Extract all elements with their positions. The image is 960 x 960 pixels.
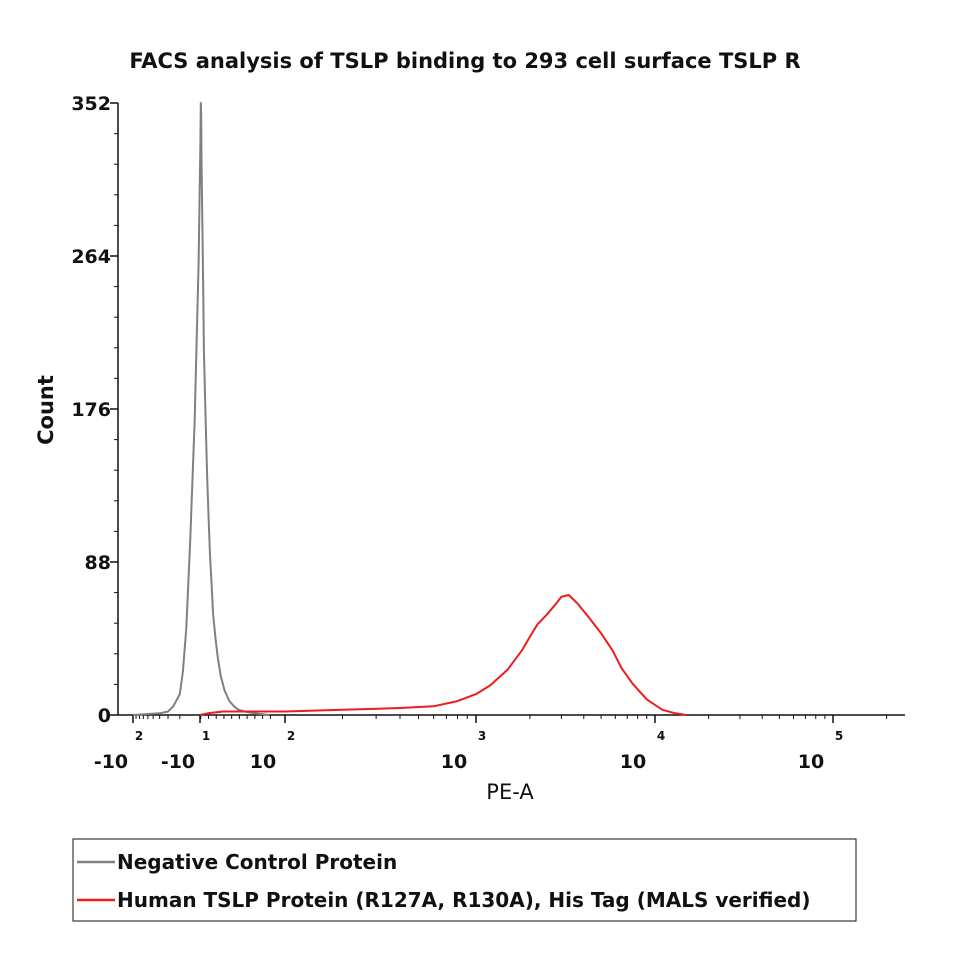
x-tick-exponent: 1 bbox=[202, 729, 210, 743]
series-line-0 bbox=[132, 102, 270, 716]
legend-label: Negative Control Protein bbox=[117, 850, 397, 874]
series-line-1 bbox=[199, 594, 687, 716]
x-tick-exponent: 4 bbox=[657, 729, 665, 743]
chart-title: FACS analysis of TSLP binding to 293 cel… bbox=[129, 49, 800, 73]
x-tick-exponent: 2 bbox=[135, 729, 143, 743]
plot-area: 0 88 176 264 352 -10 2 -10 1 10 2 10 3 10 4 10 5 bbox=[71, 93, 905, 773]
x-tick-exponent: 5 bbox=[835, 729, 843, 743]
y-tick-label: 352 bbox=[71, 93, 111, 115]
y-tick-label: 264 bbox=[71, 246, 111, 268]
x-tick-exponent: 2 bbox=[287, 729, 295, 743]
series-group bbox=[132, 102, 687, 716]
x-tick-base: 10 bbox=[798, 751, 824, 773]
y-tick-label: 0 bbox=[98, 705, 111, 727]
x-tick-base: -10 bbox=[94, 751, 128, 773]
x-tick-base: 10 bbox=[620, 751, 646, 773]
legend-box bbox=[72, 838, 857, 922]
y-tick-label: 176 bbox=[71, 399, 111, 421]
x-tick-exponent: 3 bbox=[478, 729, 486, 743]
y-ticks: 0 88 176 264 352 bbox=[71, 93, 118, 727]
legend: Negative Control Protein Human TSLP Prote… bbox=[72, 838, 857, 922]
y-tick-label: 88 bbox=[85, 552, 111, 574]
y-axis-title: Count bbox=[34, 375, 58, 445]
legend-label: Human TSLP Protein (R127A, R130A), His T… bbox=[117, 888, 811, 912]
x-axis-title: PE-A bbox=[486, 780, 534, 804]
x-ticks: -10 2 -10 1 10 2 10 3 10 4 10 5 bbox=[94, 715, 888, 773]
x-tick-base: 10 bbox=[250, 751, 276, 773]
x-tick-base: 10 bbox=[441, 751, 467, 773]
x-tick-base: -10 bbox=[161, 751, 195, 773]
